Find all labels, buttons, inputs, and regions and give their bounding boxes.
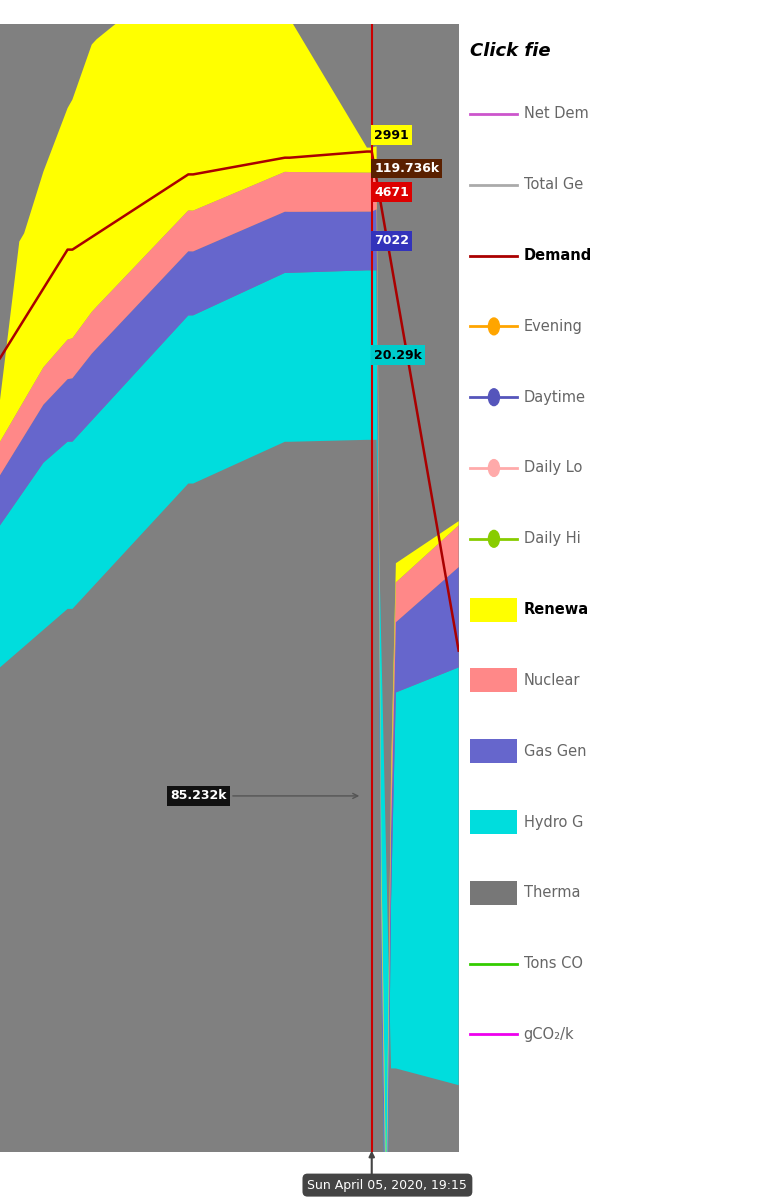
Text: Therma: Therma xyxy=(524,886,580,900)
Text: 85.232k: 85.232k xyxy=(170,790,358,803)
Text: Evening: Evening xyxy=(524,319,583,334)
Text: Daytime: Daytime xyxy=(524,390,586,404)
Text: Sun April 05, 2020, 19:15: Sun April 05, 2020, 19:15 xyxy=(307,1178,467,1192)
Text: Net Dem: Net Dem xyxy=(524,107,589,121)
Text: Hydro G: Hydro G xyxy=(524,815,583,829)
Text: Demand: Demand xyxy=(524,248,592,263)
Text: Click fie: Click fie xyxy=(470,42,551,60)
Text: Nuclear: Nuclear xyxy=(524,673,580,688)
Text: gCO₂/k: gCO₂/k xyxy=(524,1027,575,1042)
Text: Renewa: Renewa xyxy=(524,602,589,617)
Text: 4671: 4671 xyxy=(374,186,409,199)
Text: 20.29k: 20.29k xyxy=(374,348,422,361)
Text: Tons CO: Tons CO xyxy=(524,956,583,971)
Text: 2991: 2991 xyxy=(374,128,409,142)
Text: Daily Lo: Daily Lo xyxy=(524,461,582,475)
Text: Total Ge: Total Ge xyxy=(524,178,583,192)
Text: Daily Hi: Daily Hi xyxy=(524,532,580,546)
Text: 7022: 7022 xyxy=(374,234,409,247)
Text: Gas Gen: Gas Gen xyxy=(524,744,586,758)
Text: 119.736k: 119.736k xyxy=(374,162,439,175)
